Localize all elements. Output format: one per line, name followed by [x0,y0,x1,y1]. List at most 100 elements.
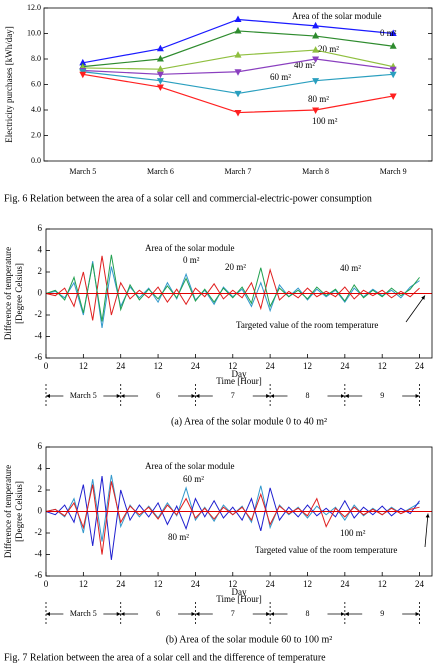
plot-frame [45,446,433,577]
series-label: 80 m² [168,532,189,542]
marker [156,71,164,79]
x-tick-label: 24 [415,361,425,371]
marker [389,42,397,49]
x-tick-label: 12 [303,361,312,371]
annotation: Targeted value of the room temperature [255,545,397,555]
chart-subtitle: (a) Area of the solar module 0 to 40 m² [171,416,327,427]
marker [234,26,242,34]
y-tick-label: 6.0 [31,79,41,88]
y-tick-label: 2 [38,484,43,494]
y-tick-label: 0.0 [31,156,41,165]
marker [234,51,242,58]
x-tick-label: 12 [378,361,387,371]
y-tick-label: 0 [38,506,43,516]
legend-title: Area of the solar module [145,243,234,253]
marker [234,69,242,76]
series-label: 0 m² [183,255,200,265]
x-tick-label: March 5 [69,167,96,176]
y-tick-label: -6 [35,570,43,580]
x-tick-label: 0 [44,579,49,589]
series-label: 0 m² [380,28,397,38]
x-tick-label: 24 [116,579,126,589]
marker [389,93,397,100]
y-tick-label: 6 [38,223,43,233]
series-line [45,254,420,322]
series-label: 20 m² [318,44,339,54]
series-line [45,475,420,560]
marker [312,21,320,29]
y-tick-label: -6 [35,352,43,362]
day-label: 7 [231,609,235,618]
marker [312,78,320,85]
marker [79,58,87,66]
annotation-arrow [424,513,430,548]
y-tick-label: 4 [38,245,43,255]
y-tick-label: -4 [35,331,43,341]
series-label: 20 m² [225,262,246,272]
x-tick-label: 12 [79,579,88,589]
x-tick-label: March 8 [302,167,329,176]
series-label: 100 m² [340,528,366,538]
marker [312,32,320,39]
series-label: 80 m² [308,94,329,104]
series-line [45,481,420,555]
y-tick-label: 8.0 [31,54,41,63]
marker [234,90,242,98]
series-label: 40 m² [294,60,315,70]
marker [389,29,397,36]
x-tick-label: 24 [415,579,425,589]
y-tick-label: 2.0 [31,130,41,139]
x-axis-label: Day [232,369,247,379]
x-tick-label: 12 [378,579,387,589]
y-tick-label: -4 [35,549,43,559]
series-line [45,255,420,321]
day-label: 6 [156,391,160,400]
marker [156,55,164,62]
x-tick-label: 24 [340,579,350,589]
x-tick-label: March 7 [225,167,252,176]
day-label: 8 [305,391,309,400]
y-axis-label: Difference of temperature [3,465,13,558]
x-axis-label: Time [Hour] [216,376,261,386]
annotation: Targeted value of the room temperature [236,320,378,330]
day-label: 7 [231,391,235,400]
x-axis-label: Time [Hour] [216,594,261,604]
y-axis-label: [Degree Celsius] [14,263,24,324]
x-tick-label: 24 [266,361,276,371]
legend-title: Area of the solar module [145,461,234,471]
series-line [82,30,394,68]
chart-subtitle: (b) Area of the solar module 60 to 100 m… [166,634,333,645]
series-label: 60 m² [183,474,204,484]
x-tick-label: March 9 [380,167,407,176]
x-tick-label: 12 [154,361,163,371]
day-label: 9 [380,391,384,400]
day-label: 9 [380,609,384,618]
y-tick-label: -2 [35,527,43,537]
figure-caption: Fig. 7 Relation between the area of a so… [4,652,326,663]
marker [234,15,242,22]
x-tick-label: 24 [191,579,201,589]
day-label: 6 [156,609,160,618]
marker [156,84,164,92]
marker [79,71,87,79]
series-line [45,261,420,328]
marker [389,71,397,79]
y-axis-label: Difference of temperature [3,247,13,340]
day-label: March 5 [70,609,97,618]
x-tick-label: 24 [191,361,201,371]
x-tick-label: 12 [228,579,237,589]
x-tick-label: 0 [44,361,49,371]
x-tick-label: 12 [228,361,237,371]
y-tick-label: 10.0 [27,28,41,37]
x-tick-label: 24 [116,361,126,371]
marker [312,46,320,53]
x-axis-label: Day [232,587,247,597]
y-tick-label: 6 [38,441,43,451]
figure-caption: Fig. 6 Relation between the area of a so… [4,193,372,204]
series-label: 60 m² [270,72,291,82]
marker [156,65,164,72]
marker [156,78,164,85]
y-tick-label: 2 [38,266,43,276]
x-tick-label: 12 [79,361,88,371]
x-tick-label: 24 [340,361,350,371]
